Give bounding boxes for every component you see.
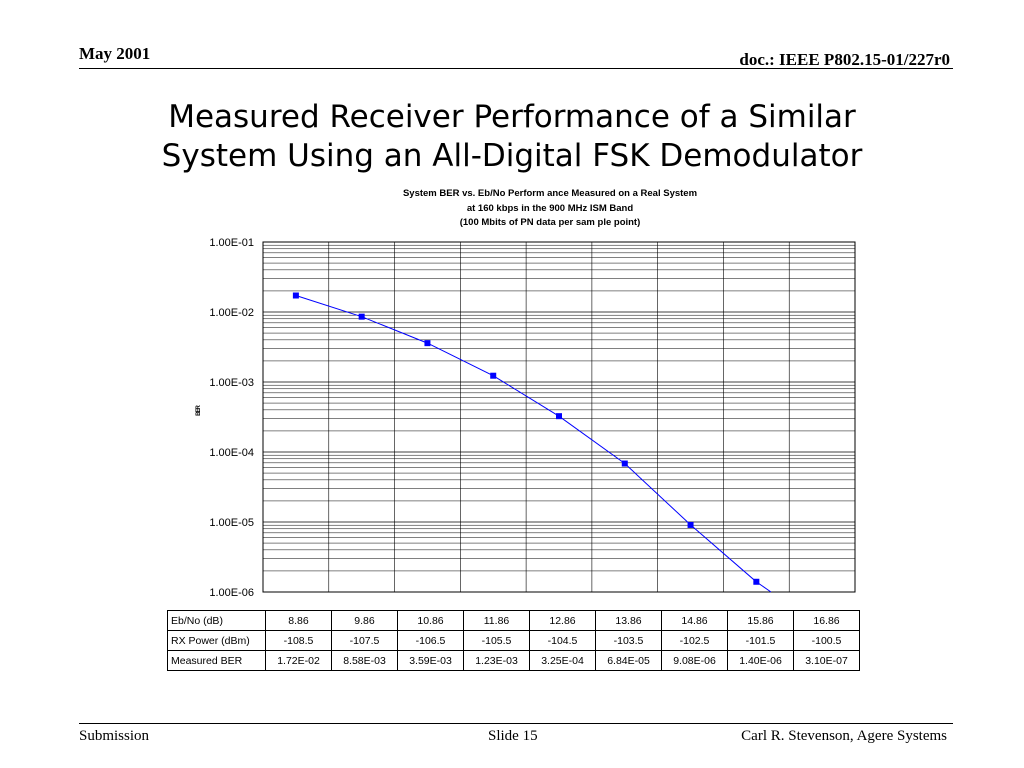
table-cell: 1.72E-02 — [265, 650, 332, 671]
data-point — [292, 292, 299, 299]
table-row-header: Measured BER — [167, 650, 266, 671]
table-cell: 14.86 — [661, 610, 728, 631]
chart-title-line-1: System BER vs. Eb/No Perform ance Measur… — [402, 188, 698, 199]
data-point — [556, 413, 562, 420]
table-cell: 3.25E-04 — [529, 650, 596, 671]
y-tick-labels: 1.00E-01 1.00E-02 1.00E-03 1.00E-04 1.00E-05… — [209, 237, 254, 599]
table-cell: 16.86 — [793, 610, 860, 631]
table-cell: -108.5 — [265, 630, 332, 651]
table-cell: 1.23E-03 — [463, 650, 530, 671]
y-tick-label: 1.00E-02 — [209, 307, 254, 319]
slide-title: Measured Receiver Performance of a Simil… — [40, 98, 984, 176]
table-cell: -103.5 — [595, 630, 662, 651]
table-cell: 3.59E-03 — [397, 650, 464, 671]
table-cell: -100.5 — [793, 630, 860, 651]
chart-title-line-2: at 160 kbps in the 900 MHz ISM Band — [466, 202, 634, 214]
ber-chart: 1.00E-01 1.00E-02 1.00E-03 1.00E-04 1.00E-05… — [209, 237, 856, 599]
slide-title-line-1: Measured Receiver Performance of a Simil… — [168, 99, 856, 135]
data-point — [687, 521, 694, 528]
table-cell: -101.5 — [727, 630, 794, 651]
table-cell: 9.08E-06 — [661, 650, 728, 671]
data-point — [621, 460, 628, 467]
table-cell: 9.86 — [331, 610, 398, 631]
table-cell: -107.5 — [331, 630, 398, 651]
table-cell: 3.10E-07 — [793, 650, 860, 671]
header-rule — [79, 68, 953, 69]
footer-rule — [79, 723, 953, 724]
table-cell: 10.86 — [397, 610, 464, 631]
table-cell: -106.5 — [397, 630, 464, 651]
data-table: Eb/No (dB) 8.86 9.86 10.86 11.86 12.86 13.86 14… — [167, 610, 860, 671]
table-cell: -105.5 — [463, 630, 530, 651]
y-tick-label: 1.00E-04 — [209, 447, 254, 459]
data-point — [424, 340, 431, 347]
footer-slide-number: Slide 15 — [488, 728, 538, 744]
table-cell: -102.5 — [661, 630, 728, 651]
table-cell: 11.86 — [463, 610, 530, 631]
y-tick-label: 1.00E-01 — [209, 237, 254, 249]
table-cell: 8.86 — [265, 610, 332, 631]
data-point — [753, 578, 760, 585]
chart-title-line-3: (100 Mbits of PN data per sam ple point) — [459, 217, 641, 228]
chart-grid — [262, 241, 856, 593]
table-cell: 13.86 — [595, 610, 662, 631]
data-markers — [292, 292, 760, 585]
table-cell: 12.86 — [529, 610, 596, 631]
table-row-header: RX Power (dBm) — [167, 630, 266, 651]
table-row: RX Power (dBm) -108.5 -107.5 -106.5 -105.5 -1… — [167, 630, 860, 651]
data-point — [358, 313, 365, 320]
table-row-header: Eb/No (dB) — [167, 610, 266, 631]
table-cell: -104.5 — [529, 630, 596, 651]
y-tick-label: 1.00E-03 — [209, 377, 254, 389]
slide-title-line-2: System Using an All-Digital FSK Demodula… — [161, 138, 863, 174]
header-date: May 2001 — [79, 44, 151, 63]
y-tick-label: 1.00E-06 — [209, 587, 254, 599]
table-row: Measured BER 1.72E-02 8.58E-03 3.59E-03 1.23… — [167, 650, 860, 671]
data-point — [490, 372, 497, 379]
y-tick-label: 1.00E-05 — [209, 517, 254, 529]
table-cell: 6.84E-05 — [595, 650, 662, 671]
plot-frame — [262, 241, 856, 593]
table-row: Eb/No (dB) 8.86 9.86 10.86 11.86 12.86 13.86 14… — [167, 610, 860, 631]
table-cell: 15.86 — [727, 610, 794, 631]
footer-submission: Submission — [79, 728, 150, 744]
table-cell: 1.40E-06 — [727, 650, 794, 671]
table-cell: 8.58E-03 — [331, 650, 398, 671]
chart-title: System BER vs. Eb/No Perform ance Measur… — [330, 187, 770, 231]
header-doc-id: doc.: IEEE P802.15-01/227r0 — [739, 50, 950, 69]
footer-author: Carl R. Stevenson, Agere Systems — [741, 728, 947, 744]
